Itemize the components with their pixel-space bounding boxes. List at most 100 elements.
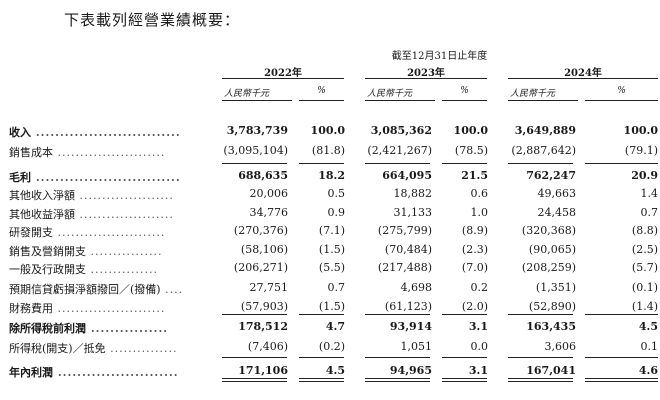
year-header-2022: 2022年 [222,64,344,79]
subtotal-rule [299,357,344,358]
amount-cell: (2,421,267) [367,144,432,157]
table-row: 所得稅(開支)／抵免 ............... (7,406) (0.2) 1,… [0,338,660,357]
subtotal-rule [442,314,487,315]
percent-cell: 4.5 [325,364,345,377]
row-label: 除所得稅前利潤 ................ [9,320,168,336]
leader-dots: ..................... [75,189,174,202]
table-row: 財務費用 ........................ (57,903) (1.… [0,298,660,317]
amount-cell: (3,095,104) [223,144,288,157]
row-label-text: 研發開支 [9,226,53,239]
leader-dots: ..................... [75,208,174,221]
row-label-text: 其他收入淨額 [9,189,75,202]
percent-cell: 4.5 [638,320,658,333]
table-row: 一般及行政開支 ............... (206,271) (5.5) (21… [0,259,660,278]
subtotal-rule [299,163,344,164]
table-row: 其他收入淨額 ..................... 20,006 0.5 18,… [0,185,660,204]
amount-cell: 3,783,739 [226,124,288,137]
intro-text: 下表載列經營業績概要： [64,11,241,29]
amount-cell: (70,484) [384,243,432,256]
amount-cell: 3,085,362 [370,124,432,137]
percent-cell: (5.7) [631,261,658,274]
row-label-text: 毛利 [9,171,31,184]
amount-cell: 171,106 [238,364,288,377]
total-double-rule [365,378,430,382]
amount-cell: 24,458 [537,206,577,219]
total-double-rule [508,378,573,382]
percent-cell: (1.5) [318,300,345,313]
row-label-text: 一般及行政開支 [9,263,86,276]
subtotal-rule [508,163,573,164]
row-label-text: 財務費用 [9,302,53,315]
subtotal-rule [365,357,430,358]
row-label: 所得稅(開支)／抵免 ............... [9,340,178,356]
year-header-2024: 2024年 [508,64,658,79]
unit-pct-2022: % [299,86,344,101]
leader-dots: ............... [86,263,158,276]
table-row: 預期信貸虧損淨額撥回／(撥備) .... 27,751 0.7 4,698 0.2 (1,… [0,279,660,298]
period-header: 截至12月31日止年度 [391,51,488,62]
percent-cell: 1.0 [470,206,489,219]
amount-cell: (217,488) [377,261,432,274]
percent-cell: 100.0 [310,124,345,137]
row-label-text: 預期信貸虧損淨額撥回／(撥備) [9,283,161,296]
amount-cell: (320,368) [521,224,576,237]
amount-cell: (206,271) [233,261,288,274]
amount-cell: 27,751 [249,281,289,294]
total-double-rule [442,378,487,382]
amount-cell: (7,406) [247,340,288,353]
row-label: 研發開支 ........................ [9,224,165,240]
subtotal-rule [442,357,487,358]
row-label: 預期信貸虧損淨額撥回／(撥備) .... [9,281,183,297]
table-row: 其他收益淨額 ..................... 34,776 0.9 31,… [0,204,660,223]
amount-cell: (58,106) [240,243,288,256]
percent-cell: 0.7 [640,206,659,219]
percent-cell: (0.2) [318,340,345,353]
row-label-text: 其他收益淨額 [9,208,75,221]
percent-cell: (79.1) [624,144,658,157]
subtotal-rule [585,163,658,164]
percent-cell: (7.1) [318,224,345,237]
amount-cell: (208,259) [521,261,576,274]
row-label-text: 銷售及營銷開支 [9,245,86,258]
total-double-rule [585,378,658,382]
unit-rmb-2022: 人民幣千元 [222,86,292,101]
total-double-rule [222,378,287,382]
total-double-rule [299,378,344,382]
amount-cell: 4,698 [400,281,433,294]
row-label: 財務費用 ........................ [9,300,165,316]
percent-cell: (5.5) [318,261,345,274]
percent-cell: 3.1 [468,320,488,333]
table-row: 銷售及營銷開支 ................ (58,106) (1.5) (70… [0,241,660,260]
percent-cell: (1.5) [318,243,345,256]
percent-cell: (8.9) [461,224,488,237]
percent-cell: (2.5) [631,243,658,256]
leader-dots: ........................ [53,146,166,159]
subtotal-rule [585,357,658,358]
row-label-text: 收入 [9,126,31,139]
table-row: 收入 .............................. 3,783,7… [0,122,660,141]
amount-cell: 31,133 [393,206,433,219]
leader-dots: ............... [105,342,178,355]
unit-rmb-2024: 人民幣千元 [508,86,578,101]
subtotal-rule [508,314,573,315]
table-row: 毛利 .............................. 688,635… [0,167,660,186]
amount-cell: (1,351) [535,281,576,294]
subtotal-rule [222,314,287,315]
row-label: 毛利 .............................. [9,169,181,185]
subtotal-rule [365,163,430,164]
row-label: 年內利潤 ......................... [9,364,179,380]
amount-cell: (2,887,642) [511,144,576,157]
percent-cell: 18.2 [318,169,345,182]
percent-cell: (81.8) [311,144,345,157]
percent-cell: 4.6 [638,364,658,377]
row-label: 銷售成本 ........................ [9,144,165,160]
leader-dots: ........................ [53,226,166,239]
amount-cell: 762,247 [526,169,576,182]
percent-cell: 3.1 [468,364,488,377]
percent-cell: 100.0 [623,124,658,137]
row-label-text: 所得稅(開支)／抵免 [9,342,106,355]
row-label: 銷售及營銷開支 ................ [9,243,162,259]
amount-cell: (275,799) [377,224,432,237]
amount-cell: (90,065) [528,243,576,256]
percent-cell: 0.5 [327,187,346,200]
